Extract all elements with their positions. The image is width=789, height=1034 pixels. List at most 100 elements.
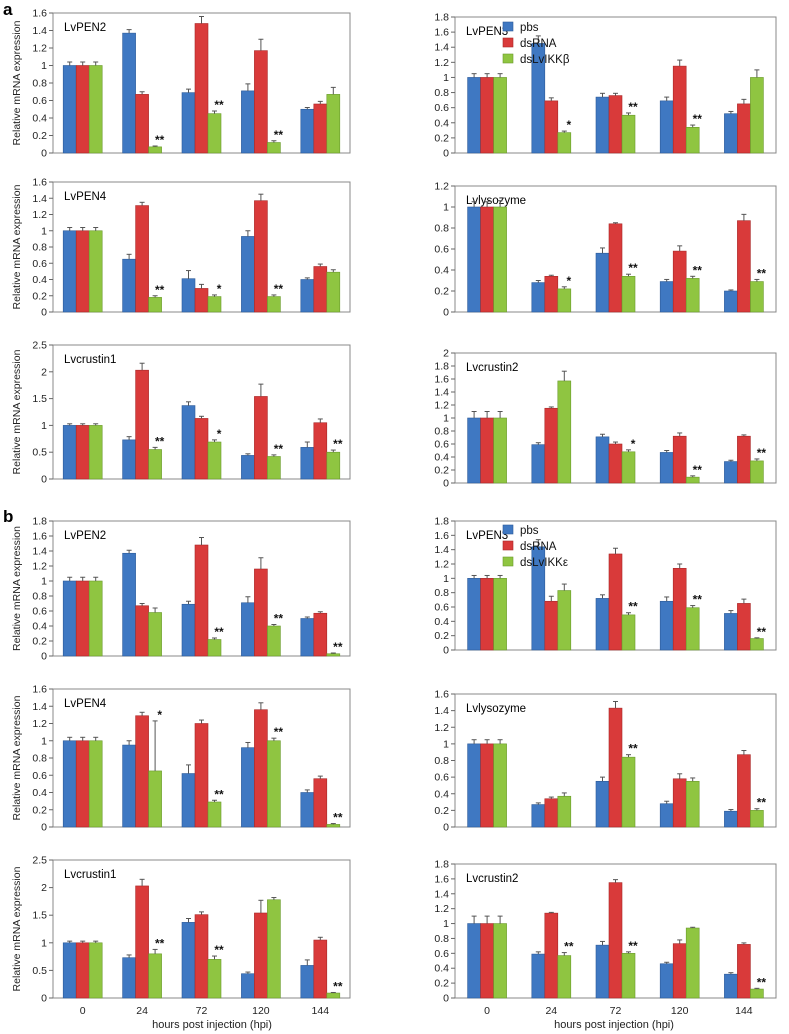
y-tick-label: 1.8	[434, 361, 449, 373]
x-tick-label: 0	[484, 1005, 490, 1017]
chart-title: Lvlysozyme	[466, 703, 526, 715]
y-tick-label: 0.5	[32, 965, 47, 977]
significance-mark: **	[757, 796, 767, 810]
bar-dsrna-0	[480, 206, 494, 313]
y-tick-label: 0.4	[434, 117, 449, 129]
y-tick-label: 1.6	[434, 530, 449, 542]
x-tick-label: 0	[80, 1005, 86, 1017]
y-tick-label: 1.8	[434, 516, 449, 528]
legend-swatch	[502, 524, 514, 535]
bar-pbs-120	[241, 973, 255, 999]
y-tick-label: 0.2	[32, 804, 47, 816]
y-tick-label: 1.4	[32, 546, 47, 558]
y-tick-label: 0.4	[32, 621, 47, 633]
y-tick-label: 0.6	[434, 244, 449, 256]
y-tick-label: 0	[41, 474, 47, 486]
y-tick-label: 0.4	[434, 963, 449, 975]
significance-mark: **	[214, 787, 224, 801]
legend-label: dsRNA	[520, 541, 557, 553]
y-tick-label: 0.6	[434, 948, 449, 960]
bar-dsrna-0	[480, 578, 494, 651]
y-tick-label: 0	[41, 307, 47, 319]
y-tick-label: 1.2	[434, 722, 449, 734]
chart-b-lvcrustin1: 0 0.5 1 1.5 2 2.5 Relative mRNA expression Lvcr…	[11, 855, 351, 1017]
bar-dsrna-0	[480, 417, 494, 484]
bar-dsrna-120	[254, 568, 268, 657]
bar-dsrna-72	[608, 553, 623, 651]
y-tick-label: 1	[41, 937, 47, 949]
bar-dsrna-0	[75, 580, 90, 657]
y-tick-label: 1	[443, 918, 449, 930]
bar-dsrna-120	[672, 435, 687, 484]
y-tick-label: 0.2	[434, 630, 449, 642]
bar-dslvikkβ-144	[750, 281, 764, 313]
bar-dslvikkε-72	[207, 959, 222, 999]
y-tick-label: 0.2	[32, 290, 47, 302]
chart-title: Lvcrustin2	[466, 362, 518, 374]
bar-dsrna-144	[313, 422, 328, 480]
significance-mark: **	[274, 282, 284, 296]
significance-mark: *	[157, 708, 162, 722]
y-tick-label: 0	[443, 822, 449, 834]
y-tick-label: 0.8	[32, 78, 47, 90]
bar-pbs-0	[62, 230, 77, 313]
significance-mark: **	[333, 640, 343, 654]
y-tick-label: 0.4	[32, 113, 47, 125]
bar-dsrna-0	[480, 743, 494, 828]
bar-dsrna-144	[313, 778, 328, 828]
bar-dslvikkε-24	[557, 795, 572, 828]
y-tick-label: 1	[41, 225, 47, 237]
bar-dslvikkε-0	[493, 578, 507, 651]
bar-dslvikkβ-120	[267, 142, 281, 154]
bar-dslvikkβ-72	[621, 114, 636, 154]
bar-dslvikkβ-0	[88, 230, 103, 313]
bar-dsrna-72	[194, 723, 209, 828]
y-tick-label: 0	[443, 993, 449, 1005]
chart-title: Lvcrustin2	[466, 873, 518, 885]
bar-dsrna-120	[672, 778, 687, 828]
legend-label: dsLvIKKε	[520, 557, 568, 569]
bar-dslvikkε-24	[148, 770, 162, 828]
bar-pbs-120	[659, 963, 674, 999]
bar-dsrna-24	[135, 885, 149, 999]
chart-title: Lvlysozyme	[466, 195, 526, 207]
y-tick-label: 0.8	[434, 755, 449, 767]
significance-mark: **	[693, 593, 703, 607]
chart-b-lvpen3: 0 0.2 0.4 0.6 0.8 1 1.2 1.4 1.6 1.8 LvPEN3 ** ** **	[434, 516, 777, 657]
section-label-b: b	[3, 507, 13, 526]
bar-dslvikkε-0	[88, 740, 103, 828]
y-tick-label: 0.8	[32, 242, 47, 254]
bar-dsrna-144	[737, 944, 751, 999]
bar-pbs-72	[181, 278, 196, 313]
y-tick-label: 1.4	[434, 888, 449, 900]
y-tick-label: 1.4	[434, 387, 449, 399]
bar-pbs-144	[300, 792, 315, 828]
bar-dsrna-120	[254, 709, 268, 828]
y-tick-label: 1.2	[434, 903, 449, 915]
chart-title: LvPEN4	[64, 191, 107, 203]
x-tick-label: 144	[735, 1005, 753, 1017]
chart-title: LvPEN3	[466, 26, 508, 38]
y-tick-label: 0	[41, 148, 47, 160]
bar-dslvikkε-72	[207, 801, 222, 828]
bar-dsrna-72	[608, 95, 623, 154]
y-tick-label: 1.6	[32, 8, 47, 20]
x-tick-label: 120	[671, 1005, 689, 1017]
bar-pbs-72	[595, 598, 610, 651]
significance-mark: **	[333, 437, 343, 451]
bar-dsrna-120	[254, 396, 268, 480]
x-tick-label: 144	[312, 1005, 330, 1017]
bar-dslvikkε-120	[685, 607, 700, 651]
bar-dsrna-24	[544, 100, 559, 154]
bar-dslvikkε-72	[621, 756, 636, 828]
y-tick-label: 0.2	[32, 130, 47, 142]
bar-dsrna-144	[313, 266, 328, 313]
x-axis-label-right: hours post injection (hpi)	[554, 1019, 674, 1031]
y-tick-label: 0.4	[434, 616, 449, 628]
bar-dslvikkε-144	[750, 810, 764, 828]
significance-mark: **	[155, 133, 165, 147]
bar-dslvikkβ-144	[326, 94, 341, 154]
bar-dsrna-144	[313, 612, 328, 657]
bar-dsrna-120	[254, 200, 268, 313]
y-tick-label: 0.8	[32, 591, 47, 603]
